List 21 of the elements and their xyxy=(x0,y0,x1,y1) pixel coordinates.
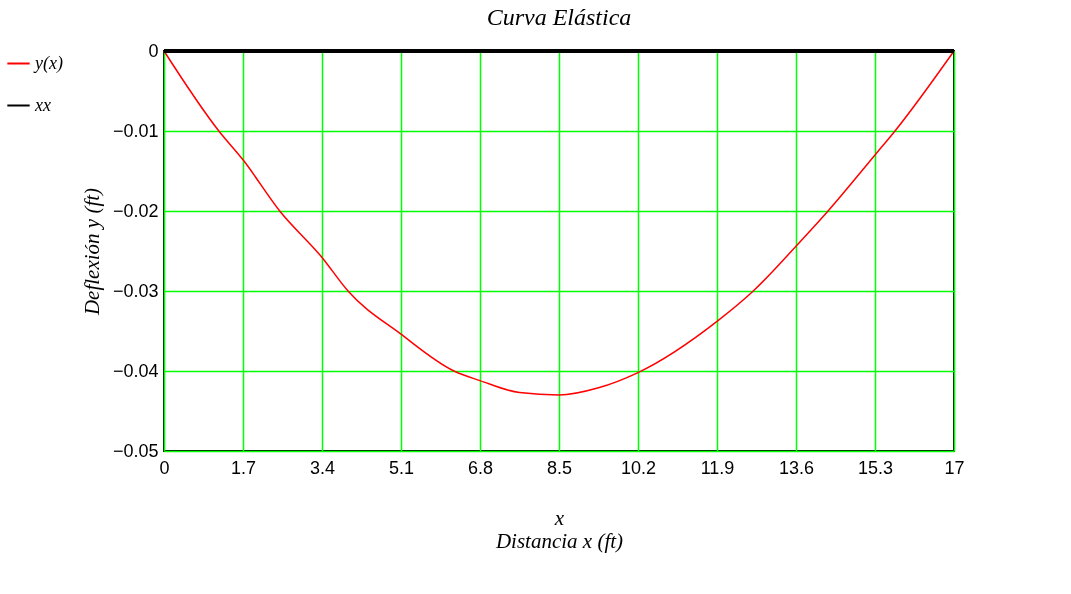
x-tick-label: 1.7 xyxy=(230,457,257,478)
x-tick-label: 6.8 xyxy=(467,457,494,478)
x-tick-label: 10.2 xyxy=(620,457,657,478)
x-tick-label: 8.5 xyxy=(546,457,573,478)
y-tick-label: 0 xyxy=(148,40,159,61)
x-axis-title: x Distancia x (ft) xyxy=(494,505,624,553)
legend-label: y(x) xyxy=(33,52,63,74)
x-tick-label: 3.4 xyxy=(309,457,336,478)
chart-title: Curva Elástica xyxy=(486,4,632,30)
x-tick-label: 5.1 xyxy=(388,457,415,478)
x-tick-label: 11.9 xyxy=(700,457,735,478)
x-tick-label: 13.6 xyxy=(778,457,815,478)
x-tick-label: 15.3 xyxy=(857,457,894,478)
y-tick-label: −0.05 xyxy=(112,440,159,461)
y-tick-label: −0.02 xyxy=(112,200,159,221)
y-tick-label: −0.03 xyxy=(112,280,159,301)
x-tick-label: 17 xyxy=(944,457,965,478)
y-tick-label: −0.01 xyxy=(112,120,159,141)
y-tick-label: −0.04 xyxy=(112,360,159,381)
y-axis-title: Deflexión y (ft) xyxy=(79,187,104,317)
legend-label: xx xyxy=(34,94,51,115)
